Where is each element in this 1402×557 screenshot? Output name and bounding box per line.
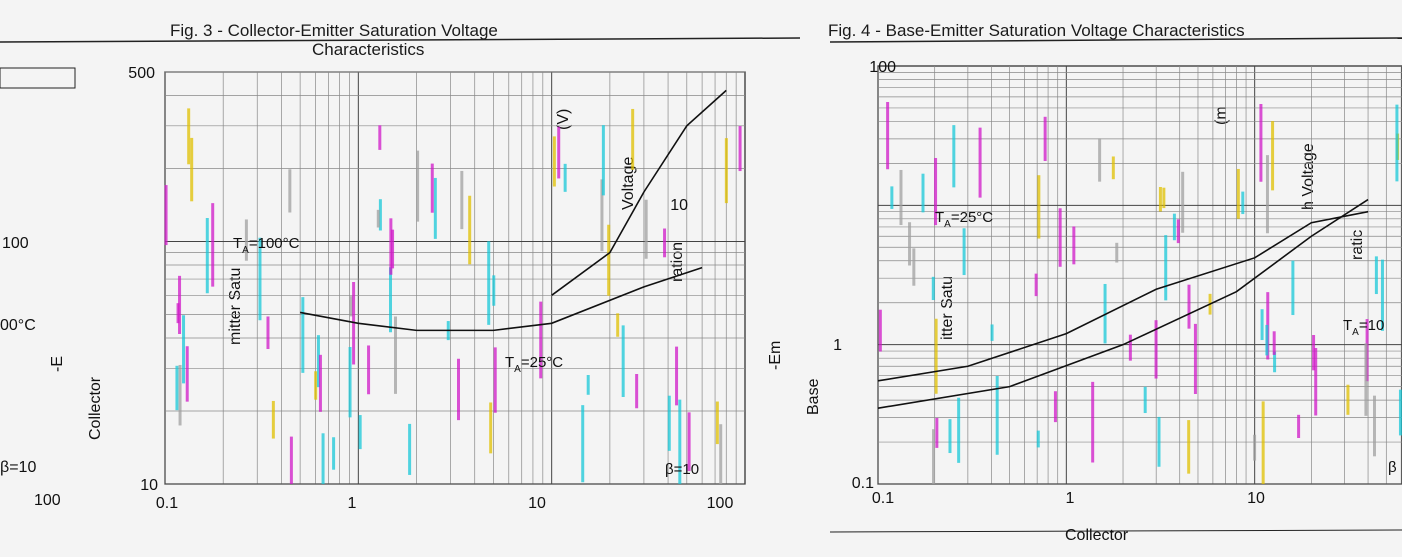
fig4-annot-ta-hot-T: T [1343, 317, 1352, 334]
fig4-ytick-1: 1 [833, 337, 842, 354]
fig4-ylabel-part-5: (m [1213, 106, 1230, 125]
fig3-title-line2: Characteristics [312, 40, 424, 59]
fig3-annot-ta-hot-T: T [233, 235, 242, 252]
fig3-xtick-100: 100 [707, 495, 734, 512]
fig3-ytick-500: 500 [128, 65, 155, 82]
fig3-series-1 [551, 89, 727, 296]
fig4-ylabel-part-3: ratic [1349, 230, 1366, 260]
fig3-series-0 [299, 266, 703, 332]
fig4-ytick-10: 10 [670, 197, 688, 214]
fig4-frame [877, 65, 1402, 485]
left-fragment: 100 00°C β=10 100 [0, 67, 76, 509]
fig4-title: Fig. 4 - Base-Emitter Saturation Voltage… [828, 21, 1245, 40]
fig4-series-0 [877, 210, 1369, 382]
fig3-xtick-1: 1 [348, 495, 357, 512]
fig4-xtick-1: 1 [1066, 490, 1075, 507]
fig4-annot-ta-hot-sub: A [1352, 327, 1359, 338]
fig4-ytick-0.1: 0.1 [852, 475, 874, 492]
fig3-annot-beta: β=10 [665, 461, 699, 478]
fig4-annot-ta-hot-rest: =10 [1359, 317, 1384, 334]
fig3-xtick-10: 10 [528, 495, 546, 512]
fig3-ytick-10: 10 [140, 477, 158, 494]
fig3-plot: 500 10 0.1 1 10 100 TA=100°C TA=25°C β=1… [128, 65, 746, 512]
left-fragment-grid [0, 67, 76, 89]
left-fragment-tick-100: 100 [2, 235, 29, 252]
fig3-frame [164, 71, 746, 485]
fig3-ylabel-part-1: -E [49, 356, 66, 372]
fig3-annot-ta-hot-sub: A [242, 245, 249, 256]
fig4-ylabel-part-4: h Voltage [1300, 143, 1317, 210]
left-fragment-label-beta: β=10 [0, 459, 36, 476]
fig4-ylabel: Base -Em itter Satu ratic h Voltage (m [767, 106, 1366, 415]
fig3-scan-artifacts [164, 108, 742, 484]
fig4-xtick-10: 10 [1247, 490, 1265, 507]
fig4-annot-ta-hot: TA=10 [1343, 317, 1384, 338]
fig4-footer-fragment: Collector [1065, 527, 1129, 544]
fig4-annot-ta-room-sub: A [944, 219, 951, 230]
fig4-plot: 100 10 1 0.1 0.1 1 10 TA=25°C TA=10 β [670, 59, 1402, 507]
fig3-top-rule [0, 37, 801, 43]
fig3-annot-ta-hot-rest: =100°C [249, 235, 300, 252]
fig4-curves [877, 198, 1369, 409]
fig3-title: Fig. 3 - Collector-Emitter Saturation Vo… [170, 21, 498, 59]
fig4-annot-beta: β [1388, 459, 1397, 476]
fig4-annot-ta-room-rest: =25°C [951, 209, 993, 226]
fig3-ylabel-part-4: Voltage [620, 157, 637, 210]
fig4-ylabel-part-0: Base [805, 378, 822, 415]
fig3-ylabel: Collector -E mitter Satu ration Voltage … [49, 109, 686, 440]
fig3-ylabel-part-0: Collector [87, 376, 104, 440]
fig4-xtick-0.1: 0.1 [872, 490, 894, 507]
fig4-annot-ta-room: TA=25°C [935, 209, 993, 230]
fig3-annot-ta-hot: TA=100°C [233, 235, 300, 256]
fig3-annot-ta-room: TA=25°C [505, 354, 563, 375]
left-fragment-label-temp: 00°C [0, 317, 36, 334]
fig4-grid [877, 66, 1402, 485]
fig3-annot-ta-room-sub: A [514, 364, 521, 375]
fig4-top-rule [829, 37, 1402, 43]
fig3-annot-ta-room-rest: =25°C [521, 354, 563, 371]
fig3-ylabel-part-5: (V) [555, 109, 572, 130]
fig3-curves [299, 89, 727, 332]
fig4-ylabel-part-1: -Em [767, 341, 784, 370]
fig4-scan-artifacts [878, 101, 1402, 484]
fig3-grid [164, 71, 745, 485]
fig3-ylabel-part-2: mitter Satu [227, 268, 244, 345]
left-fragment-xtick-100: 100 [34, 492, 61, 509]
fig4-ytick-100: 100 [869, 59, 896, 76]
fig3-ylabel-part-3: ration [669, 242, 686, 282]
fig4-annot-ta-room-T: T [935, 209, 944, 226]
fig3-xtick-0.1: 0.1 [156, 495, 178, 512]
fig4-bottom-rule [829, 529, 1402, 533]
fig3-title-line1: Fig. 3 - Collector-Emitter Saturation Vo… [170, 21, 498, 40]
fig3-annot-ta-room-T: T [505, 354, 514, 371]
fig4-ylabel-part-2: itter Satu [939, 276, 956, 340]
fig4-series-1 [877, 198, 1369, 409]
